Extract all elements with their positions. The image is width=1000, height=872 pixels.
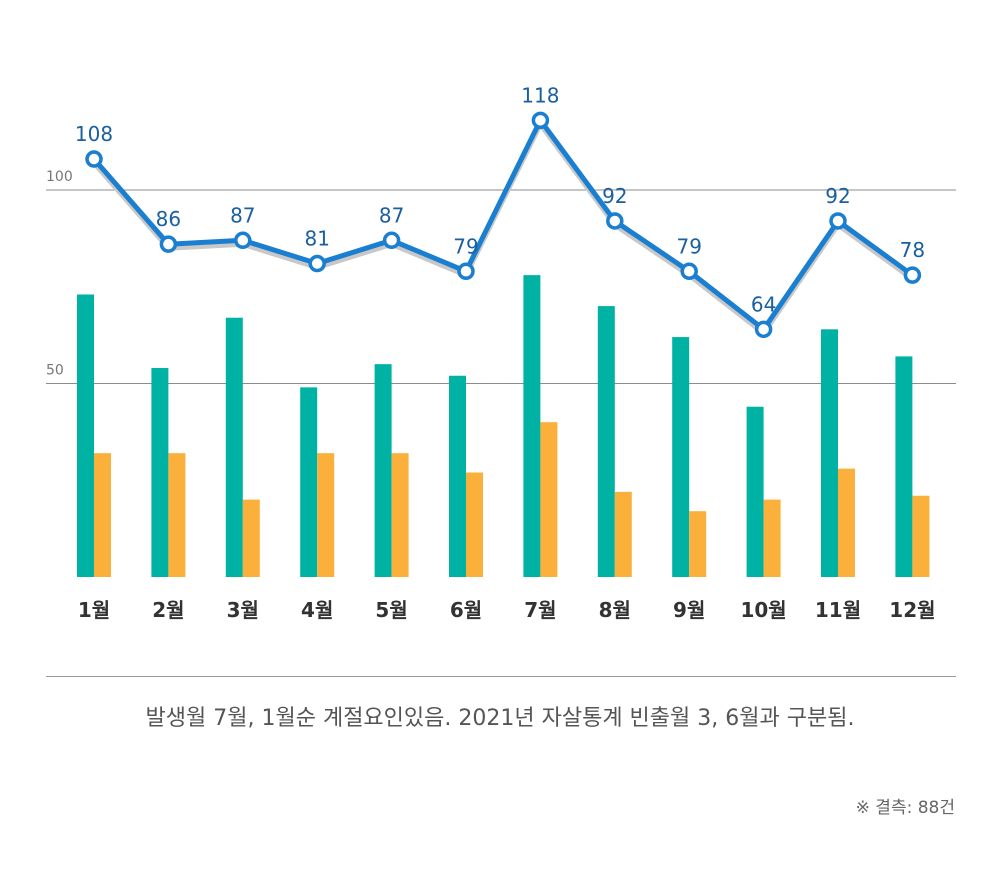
line-point-8 (606, 212, 624, 230)
line-point-10 (754, 320, 773, 339)
bar-teal-7 (523, 275, 541, 577)
bar-orange-2 (168, 453, 186, 577)
bar-orange-11 (838, 468, 855, 577)
bar-teal-3 (225, 317, 243, 577)
x-tick-label-5: 5월 (375, 598, 407, 622)
bar-teal-12 (895, 356, 913, 577)
data-label-6: 79 (453, 234, 478, 258)
line-point-5 (382, 231, 401, 250)
y-tick-label-50: 50 (46, 363, 64, 379)
bar-teal-5 (374, 364, 392, 577)
bar-teal-6 (449, 375, 466, 577)
bar-orange-9 (689, 511, 707, 577)
data-label-11: 92 (825, 184, 850, 208)
line-path (91, 117, 915, 332)
line-point-3 (234, 231, 252, 250)
labels: 50 100 1월 2월 3월 4월 5월 6월 7월 8월 9월 10월 11월 12월 108 86 87 8… (46, 83, 936, 622)
x-tick-label-1: 1월 (78, 598, 110, 622)
bar-teal-4 (300, 387, 318, 577)
data-label-8: 92 (602, 184, 627, 208)
bar-teal-8 (597, 306, 615, 577)
x-tick-label-12: 12월 (889, 598, 935, 622)
bar-teal-9 (672, 337, 690, 577)
data-label-3: 87 (230, 203, 255, 227)
line-point-1 (85, 150, 103, 168)
bar-orange-12 (912, 495, 930, 577)
data-label-10: 64 (751, 292, 776, 316)
x-tick-label-10: 10월 (740, 598, 786, 622)
x-tick-label-8: 8월 (599, 598, 631, 622)
line-series (85, 111, 922, 339)
bar-orange-6 (466, 472, 483, 577)
bar-teal-11 (821, 329, 838, 577)
x-tick-label-6: 6월 (450, 598, 482, 622)
bar-teal-2 (151, 368, 169, 577)
chart-caption: 발생월 7월, 1월순 계절요인있음. 2021년 자살통계 빈출월 3, 6월… (145, 706, 855, 731)
data-label-9: 79 (676, 234, 701, 258)
line-point-9 (680, 262, 698, 281)
line-point-7 (531, 111, 550, 130)
line-point-4 (308, 254, 326, 273)
line-point-2 (159, 235, 178, 253)
bar-orange-10 (763, 499, 781, 577)
bar-orange-4 (317, 453, 335, 577)
data-label-7: 118 (521, 83, 559, 107)
data-label-5: 87 (379, 203, 404, 227)
footer-divider (46, 676, 956, 677)
bars (77, 275, 930, 577)
line-shadow (91, 121, 915, 336)
bar-orange-5 (391, 453, 409, 577)
data-label-1: 108 (75, 122, 113, 146)
line-point-12 (903, 266, 922, 284)
x-tick-label-9: 9월 (673, 598, 705, 622)
data-label-4: 81 (304, 227, 329, 251)
combo-chart: 50 100 1월 2월 3월 4월 5월 6월 7월 8월 9월 10월 11월 12월 108 86 87 8… (46, 83, 956, 622)
bar-orange-8 (614, 491, 632, 577)
missing-note: ※ 결측: 88건 (855, 798, 955, 818)
bar-teal-10 (746, 406, 764, 577)
x-tick-label-4: 4월 (301, 598, 333, 622)
data-label-2: 86 (156, 207, 181, 231)
x-tick-label-3: 3월 (227, 598, 259, 622)
x-tick-label-11: 11월 (815, 598, 861, 622)
bar-orange-7 (540, 422, 558, 577)
gridlines (46, 189, 956, 384)
x-tick-label-2: 2월 (152, 598, 184, 622)
bar-orange-3 (242, 499, 260, 577)
bar-teal-1 (77, 294, 94, 577)
line-point-11 (829, 212, 847, 230)
x-tick-label-7: 7월 (524, 598, 556, 622)
line-point-6 (457, 262, 475, 281)
y-tick-label-100: 100 (46, 169, 73, 185)
data-label-12: 78 (900, 238, 925, 262)
bar-orange-1 (94, 453, 111, 577)
